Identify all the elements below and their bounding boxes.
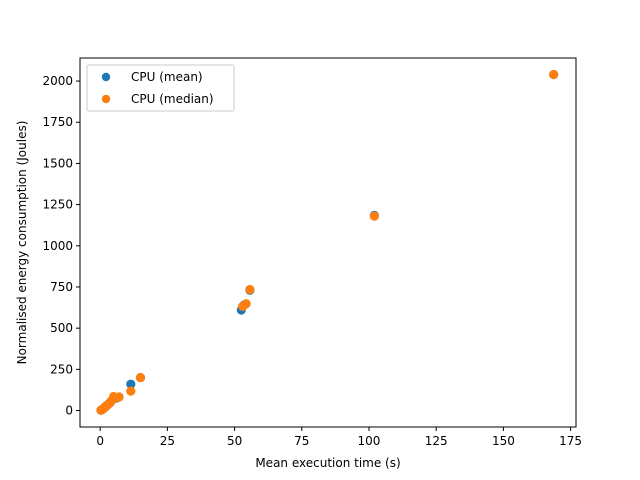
x-tick-label: 100 <box>358 434 381 448</box>
x-tick-label: 125 <box>425 434 448 448</box>
legend-marker-cpu-median <box>101 94 111 104</box>
legend: CPU (mean) CPU (median) <box>86 64 235 112</box>
x-axis-label: Mean execution time (s) <box>255 456 400 470</box>
x-tick-label: 175 <box>559 434 582 448</box>
point-cpu-median <box>241 299 251 309</box>
x-tick-label: 50 <box>227 434 242 448</box>
y-tick-label: 1500 <box>42 156 73 170</box>
legend-marker-cpu-mean <box>101 72 111 82</box>
x-axis-ticks: 0 25 50 75 100 125 150 175 <box>96 427 582 448</box>
plot-area-frame <box>79 57 577 428</box>
x-tick-label: 0 <box>96 434 104 448</box>
y-tick-label: 1000 <box>42 239 73 253</box>
point-cpu-median <box>114 392 124 402</box>
y-tick-label: 0 <box>65 404 73 418</box>
y-tick-label: 750 <box>50 280 73 294</box>
y-tick-label: 250 <box>50 362 73 376</box>
plot-marks <box>96 69 559 415</box>
x-tick-label: 25 <box>160 434 175 448</box>
legend-box <box>86 64 235 112</box>
y-axis-ticks: 0 250 500 750 1000 1250 1500 1750 2000 <box>42 74 80 418</box>
point-cpu-median <box>245 284 255 295</box>
x-tick-label: 150 <box>492 434 515 448</box>
y-axis-label: Normalised energy consumption (Joules) <box>15 121 29 365</box>
point-cpu-median <box>549 69 559 80</box>
point-cpu-mean <box>126 379 136 389</box>
legend-label-cpu-median: CPU (median) <box>131 92 214 106</box>
y-tick-label: 500 <box>50 321 73 335</box>
x-tick-label: 75 <box>294 434 309 448</box>
point-cpu-median <box>135 372 146 383</box>
legend-label-cpu-mean: CPU (mean) <box>131 70 203 84</box>
point-cpu-median <box>126 386 136 396</box>
y-tick-label: 1750 <box>42 115 73 129</box>
y-tick-label: 1250 <box>42 198 73 212</box>
point-cpu-median <box>369 211 379 221</box>
y-tick-label: 2000 <box>42 74 73 88</box>
